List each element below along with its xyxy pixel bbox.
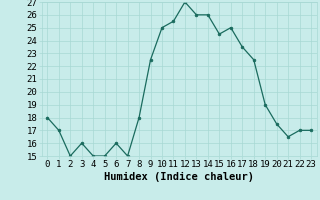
- X-axis label: Humidex (Indice chaleur): Humidex (Indice chaleur): [104, 172, 254, 182]
